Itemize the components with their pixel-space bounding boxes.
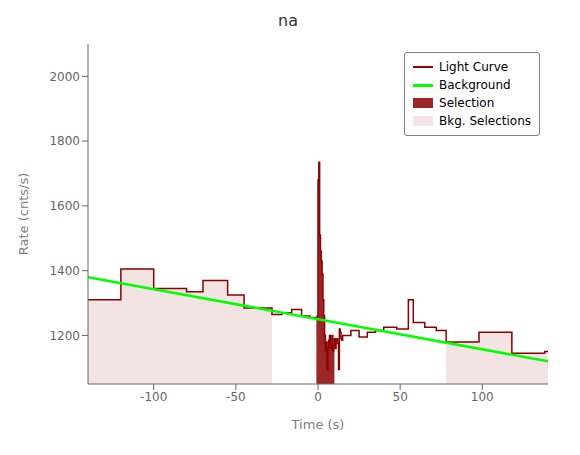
svg-text:1400: 1400 <box>49 264 80 278</box>
svg-text:-50: -50 <box>226 390 246 404</box>
svg-text:1800: 1800 <box>49 134 80 148</box>
svg-text:2000: 2000 <box>49 70 80 84</box>
html-text:Background: Background <box>439 78 511 92</box>
svg-text:-100: -100 <box>140 390 167 404</box>
html-text:na: na <box>278 11 298 30</box>
html-text:Selection: Selection <box>439 96 495 110</box>
html-text:Light Curve: Light Curve <box>439 60 509 74</box>
svg-text:100: 100 <box>471 390 494 404</box>
svg-text:Time (s): Time (s) <box>291 417 345 432</box>
html-text:Bkg. Selections: Bkg. Selections <box>439 114 531 128</box>
svg-text:1600: 1600 <box>49 199 80 213</box>
svg-text:1200: 1200 <box>49 329 80 343</box>
svg-text:Rate (cnts/s): Rate (cnts/s) <box>16 173 31 256</box>
svg-text:0: 0 <box>314 390 322 404</box>
svg-text:50: 50 <box>393 390 408 404</box>
